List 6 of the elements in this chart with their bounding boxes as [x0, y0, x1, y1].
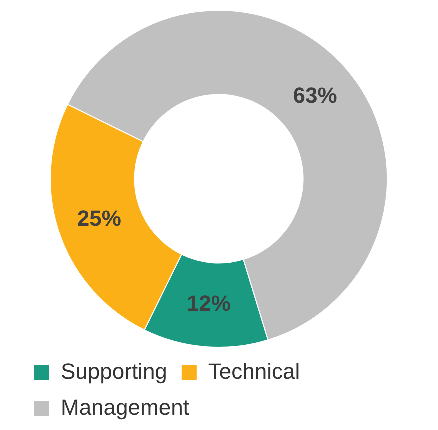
data-label: 25% — [77, 206, 122, 231]
data-label: 63% — [293, 83, 338, 108]
legend-label: Supporting — [61, 359, 168, 384]
legend-label: Management — [61, 395, 190, 420]
data-label: 12% — [186, 291, 231, 316]
legend-label: Technical — [208, 359, 300, 384]
